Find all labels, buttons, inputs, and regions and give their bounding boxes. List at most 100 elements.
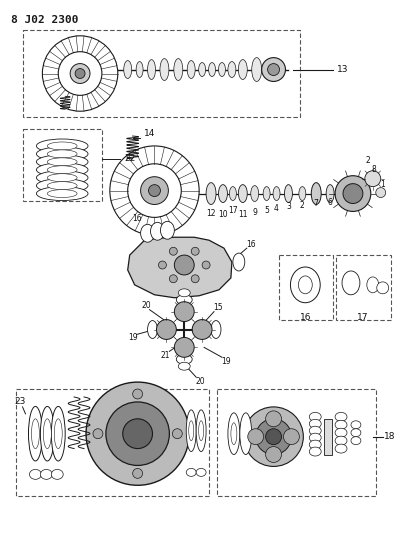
Circle shape (248, 429, 264, 445)
Ellipse shape (263, 187, 270, 200)
Circle shape (106, 402, 169, 465)
Ellipse shape (219, 184, 227, 203)
Ellipse shape (367, 277, 379, 293)
Circle shape (133, 469, 143, 478)
Ellipse shape (48, 158, 77, 166)
Text: 17: 17 (228, 206, 238, 215)
Ellipse shape (351, 421, 361, 429)
Circle shape (335, 176, 371, 212)
Ellipse shape (240, 413, 252, 455)
Ellipse shape (209, 62, 215, 76)
Ellipse shape (189, 421, 194, 441)
Ellipse shape (290, 267, 320, 303)
Ellipse shape (36, 179, 88, 192)
Ellipse shape (48, 150, 77, 158)
Ellipse shape (211, 320, 221, 338)
Ellipse shape (238, 184, 247, 203)
Circle shape (93, 429, 103, 439)
Ellipse shape (335, 421, 347, 429)
Text: 22: 22 (124, 155, 135, 163)
Circle shape (123, 419, 152, 449)
Ellipse shape (150, 222, 164, 240)
Bar (23, 30, 300, 117)
Text: 16: 16 (246, 240, 255, 249)
Text: 5: 5 (264, 206, 269, 215)
Circle shape (266, 447, 282, 463)
Ellipse shape (206, 183, 216, 205)
Ellipse shape (36, 139, 88, 153)
Bar (217, 389, 376, 496)
Ellipse shape (335, 436, 347, 445)
Ellipse shape (36, 163, 88, 177)
Circle shape (158, 261, 166, 269)
Ellipse shape (351, 429, 361, 437)
Ellipse shape (219, 62, 225, 76)
Ellipse shape (174, 59, 183, 80)
Ellipse shape (31, 419, 39, 449)
Circle shape (266, 411, 282, 427)
Bar (278, 255, 333, 320)
Circle shape (148, 184, 160, 197)
Ellipse shape (186, 469, 196, 477)
Text: 2: 2 (300, 201, 305, 210)
Ellipse shape (199, 421, 204, 441)
Ellipse shape (51, 406, 65, 461)
Text: 21: 21 (161, 351, 170, 360)
Bar (15, 389, 209, 496)
Circle shape (141, 177, 168, 205)
Ellipse shape (48, 182, 77, 190)
Circle shape (174, 302, 194, 321)
Text: 2: 2 (366, 156, 370, 165)
Ellipse shape (196, 410, 206, 451)
Ellipse shape (43, 419, 51, 449)
Ellipse shape (309, 447, 321, 456)
Ellipse shape (335, 428, 347, 437)
Ellipse shape (229, 187, 236, 200)
Ellipse shape (51, 470, 63, 479)
Ellipse shape (309, 433, 321, 442)
Text: 8 J02 2300: 8 J02 2300 (11, 15, 78, 25)
Text: 6: 6 (327, 198, 333, 207)
Ellipse shape (309, 440, 321, 449)
Ellipse shape (309, 426, 321, 435)
Ellipse shape (48, 166, 77, 174)
Text: 17: 17 (357, 313, 369, 322)
Ellipse shape (284, 184, 292, 203)
Ellipse shape (311, 183, 321, 205)
Ellipse shape (36, 155, 88, 169)
Ellipse shape (199, 62, 206, 76)
Circle shape (169, 275, 177, 282)
Circle shape (192, 320, 212, 340)
Ellipse shape (335, 413, 347, 421)
Circle shape (191, 247, 199, 255)
Circle shape (86, 382, 189, 485)
Ellipse shape (48, 190, 77, 198)
Circle shape (75, 69, 85, 78)
Ellipse shape (231, 423, 237, 445)
Circle shape (174, 255, 194, 275)
Circle shape (172, 429, 182, 439)
Text: 19: 19 (128, 333, 137, 342)
Ellipse shape (228, 62, 236, 77)
Ellipse shape (351, 437, 361, 445)
Ellipse shape (36, 147, 88, 161)
Circle shape (256, 419, 291, 455)
Ellipse shape (136, 62, 143, 77)
Ellipse shape (252, 58, 262, 82)
Ellipse shape (251, 185, 259, 201)
Ellipse shape (29, 406, 42, 461)
Ellipse shape (309, 413, 321, 421)
Circle shape (376, 188, 386, 198)
Ellipse shape (148, 320, 158, 338)
Ellipse shape (176, 354, 192, 364)
Text: 20: 20 (142, 301, 151, 310)
Ellipse shape (238, 60, 247, 79)
Ellipse shape (40, 470, 52, 479)
Circle shape (58, 52, 102, 95)
Text: 3: 3 (286, 202, 291, 211)
Ellipse shape (54, 419, 62, 449)
Ellipse shape (178, 289, 190, 297)
Ellipse shape (36, 187, 88, 200)
Ellipse shape (335, 444, 347, 453)
Text: 11: 11 (238, 210, 248, 219)
